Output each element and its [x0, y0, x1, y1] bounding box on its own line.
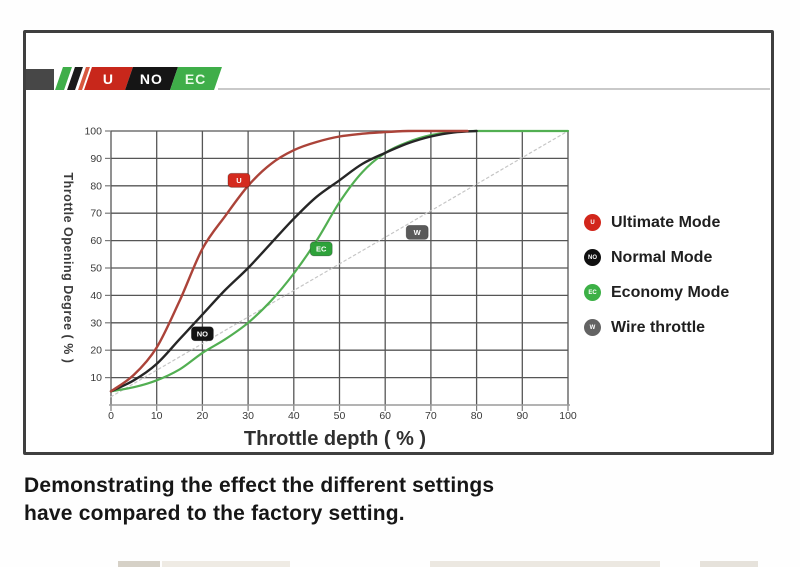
x-tick-label: 50	[334, 410, 346, 422]
legend-label: Wire throttle	[611, 318, 706, 336]
curve-ultimate-mode	[109, 129, 469, 393]
legend-dot-icon: W	[584, 319, 601, 336]
curve-badge-u	[227, 172, 251, 188]
x-tick-label: 10	[151, 410, 163, 422]
y-tick-label: 60	[90, 235, 102, 247]
y-tick-label: 20	[90, 345, 102, 357]
legend-dot-icon: U	[584, 214, 601, 231]
curve-badge-label: W	[414, 228, 422, 237]
curve-badge-no	[190, 326, 214, 342]
x-tick-label: 30	[242, 410, 254, 422]
y-tick-label: 80	[90, 180, 102, 192]
legend-item-wire-throttle: W Wire throttle	[584, 310, 774, 345]
artifact-segment	[430, 561, 660, 567]
y-tick-label: 10	[90, 372, 102, 384]
tick-label-layer: 0 10 20 30 40 50 60 70 80 90 100 10 20 30 40 50 60 70 80 90…	[84, 126, 576, 423]
x-tick-label: 40	[288, 410, 300, 422]
x-axis-title: Throttle depth ( % )	[244, 428, 426, 450]
legend-label: Ultimate Mode	[611, 213, 721, 231]
y-tick-label: 40	[90, 290, 102, 302]
x-tick-label: 20	[197, 410, 209, 422]
x-tick-label: 60	[379, 410, 391, 422]
legend-label: Economy Mode	[611, 283, 730, 301]
banner-gray-bar	[26, 69, 54, 90]
curve-badge-label: U	[236, 176, 241, 185]
legend-dot-icon: EC	[584, 284, 601, 301]
y-axis-title: Throttle Opening Degree ( % )	[61, 173, 75, 364]
brand-banner: U NO EC	[26, 67, 774, 91]
figure-caption: Demonstrating the effect the different s…	[24, 472, 494, 528]
curve-wire-throttle	[110, 130, 569, 398]
x-tick-label: 80	[471, 410, 483, 422]
y-tick-label: 30	[90, 317, 102, 329]
y-tick-label: 90	[90, 153, 102, 165]
curve-badge-ec	[309, 241, 333, 257]
legend-label: Normal Mode	[611, 248, 713, 266]
legend-item-ultimate-mode: U Ultimate Mode	[584, 205, 774, 240]
series-layer	[109, 129, 570, 398]
legend-dot-icon: NO	[584, 249, 601, 266]
curve-badge-label: NO	[197, 330, 208, 339]
artifact-segment	[162, 561, 290, 567]
curve-badge-label: EC	[316, 245, 327, 254]
y-tick-label: 100	[84, 126, 102, 138]
x-tick-label: 70	[425, 410, 437, 422]
y-tick-label: 70	[90, 208, 102, 220]
artifact-segment	[700, 561, 758, 567]
chart-legend: U Ultimate Mode NO Normal Mode EC Economy Mod…	[584, 205, 774, 345]
cropped-bottom-artifact	[0, 561, 800, 567]
x-tick-label: 100	[559, 410, 577, 422]
caption-line-1: Demonstrating the effect the different s…	[24, 474, 495, 497]
x-tick-label: 90	[516, 410, 528, 422]
curve-badge-layer: W EC NO U	[190, 172, 429, 342]
grid-layer	[105, 130, 570, 411]
caption-line-2: have compared to the factory setting.	[24, 502, 405, 525]
banner-hairline	[218, 88, 770, 90]
y-tick-label: 50	[90, 263, 102, 275]
curve-normal-mode	[109, 129, 478, 393]
x-tick-label: 0	[108, 410, 114, 422]
legend-item-normal-mode: NO Normal Mode	[584, 240, 774, 275]
artifact-segment	[118, 561, 160, 567]
legend-item-economy-mode: EC Economy Mode	[584, 275, 774, 310]
curve-badge-w	[405, 224, 429, 240]
